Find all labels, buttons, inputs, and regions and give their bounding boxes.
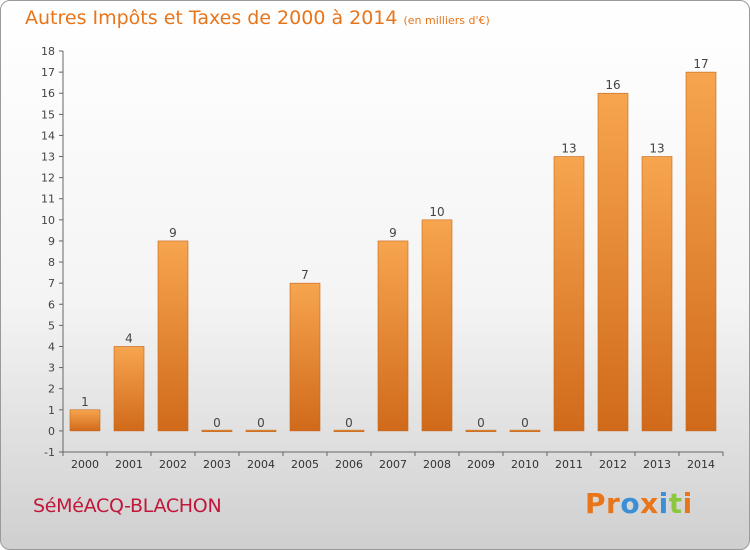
y-tick-label: 12 [41,172,55,185]
y-tick-label: -1 [44,446,55,459]
x-tick-label: 2005 [291,458,319,471]
logo-letter: x [640,487,659,520]
y-tick-label: 13 [41,151,55,164]
bar [685,71,717,432]
x-tick-label: 2008 [423,458,451,471]
y-tick-label: 1 [48,404,55,417]
y-tick-label: 7 [48,277,55,290]
proxiti-logo: Proxiti [585,487,693,520]
bar [553,156,585,432]
bar [377,240,409,432]
y-tick-label: 11 [41,193,55,206]
bar-value-label: 1 [81,395,89,409]
y-tick-label: 2 [48,383,55,396]
x-tick-label: 2012 [599,458,627,471]
logo-letter: r [606,487,621,520]
x-tick-label: 2001 [115,458,143,471]
y-tick-label: 15 [41,108,55,121]
x-tick-label: 2007 [379,458,407,471]
y-tick-label: 8 [48,256,55,269]
x-tick-label: 2011 [555,458,583,471]
bar [201,429,233,432]
logo-letter: P [585,487,607,520]
x-tick-label: 2014 [687,458,715,471]
y-tick-label: 10 [41,214,55,227]
bar-value-label: 4 [125,331,133,345]
x-tick-label: 2010 [511,458,539,471]
y-tick-label: 18 [41,45,55,58]
x-tick-label: 2000 [71,458,99,471]
chart-title: Autres Impôts et Taxes de 2000 à 2014 (en… [25,7,490,29]
bar-value-label: 10 [429,205,444,219]
y-tick-label: 0 [48,425,55,438]
bar-value-label: 0 [257,416,265,430]
y-tick-label: 3 [48,362,55,375]
city-name: SéMéACQ-BLACHON [33,495,222,517]
bar-value-label: 7 [301,268,309,282]
bar [333,429,365,432]
bar [597,92,629,432]
logo-letter: t [668,487,683,520]
y-tick-label: 6 [48,298,55,311]
bar-value-label: 13 [561,142,576,156]
x-tick-label: 2009 [467,458,495,471]
bar [113,346,145,432]
bar [69,409,101,432]
bar-value-label: 16 [605,78,620,92]
bar [509,429,541,432]
y-tick-label: 16 [41,87,55,100]
chart-unit: (en milliers d'€) [403,14,490,27]
y-tick-label: 17 [41,66,55,79]
y-tick-label: 14 [41,129,55,142]
y-tick-label: 9 [48,235,55,248]
bar-value-label: 0 [477,416,485,430]
logo-letter: o [620,487,641,520]
bar [157,240,189,432]
bar-value-label: 13 [649,142,664,156]
bar [245,429,277,432]
y-tick-label: 4 [48,340,55,353]
x-tick-label: 2013 [643,458,671,471]
bar [289,282,321,432]
bar [641,156,673,432]
chart-title-text: Autres Impôts et Taxes de 2000 à 2014 [25,7,398,29]
x-tick-label: 2003 [203,458,231,471]
bar [465,429,497,432]
bar-value-label: 0 [345,416,353,430]
bar-value-label: 17 [693,57,708,71]
y-tick-label: 5 [48,319,55,332]
bar [421,219,453,432]
bar-value-label: 9 [169,226,177,240]
x-tick-label: 2004 [247,458,275,471]
bar-value-label: 0 [521,416,529,430]
bar-value-label: 0 [213,416,221,430]
x-tick-label: 2002 [159,458,187,471]
logo-letter: i [658,487,669,520]
bar-value-label: 9 [389,226,397,240]
logo-letter: i [682,487,693,520]
x-tick-label: 2006 [335,458,363,471]
